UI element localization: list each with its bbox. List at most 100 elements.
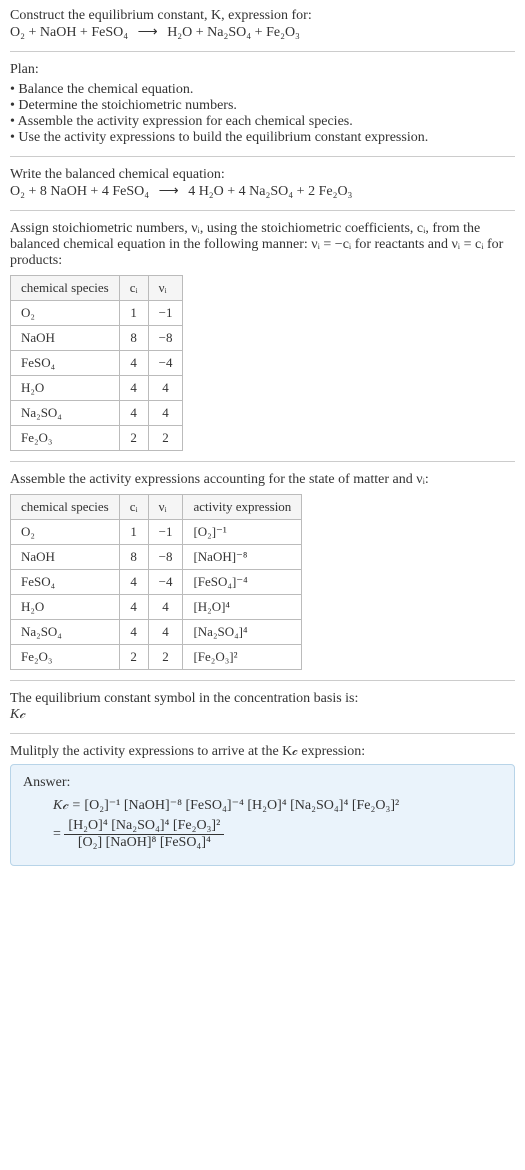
- plan-item: Determine the stoichiometric numbers.: [10, 98, 515, 114]
- table-cell: 4: [148, 376, 183, 401]
- balanced-equation: O₂ + 8 NaOH + 4 FeSO₄ ⟶ 4 H₂O + 4 Na₂SO₄…: [10, 183, 515, 200]
- bal-lhs: O₂ + 8 NaOH + 4 FeSO₄: [10, 184, 149, 199]
- table-cell: Fe₂O₃: [11, 645, 120, 670]
- table-cell: 2: [148, 645, 183, 670]
- table-cell: −1: [148, 301, 183, 326]
- multiply-text: Mulitply the activity expressions to arr…: [10, 744, 515, 760]
- table-header: cᵢ: [119, 495, 148, 520]
- answer-frac-line: = [H₂O]⁴ [Na₂SO₄]⁴ [Fe₂O₃]² [O₂] [NaOH]⁸…: [23, 818, 502, 851]
- table-row: Na₂SO₄44[Na₂SO₄]⁴: [11, 620, 302, 645]
- kc-denominator: [O₂] [NaOH]⁸ [FeSO₄]⁴: [64, 835, 224, 851]
- table-cell: H₂O: [11, 376, 120, 401]
- table-cell: 8: [119, 326, 148, 351]
- table-header: νᵢ: [148, 276, 183, 301]
- table-row: NaOH8−8[NaOH]⁻⁸: [11, 545, 302, 570]
- table-cell: [Na₂SO₄]⁴: [183, 620, 302, 645]
- answer-label: Answer:: [23, 775, 502, 791]
- table-row: Fe₂O₃22[Fe₂O₃]²: [11, 645, 302, 670]
- table-cell: 4: [119, 401, 148, 426]
- symbol-line1: The equilibrium constant symbol in the c…: [10, 691, 515, 707]
- plan-item: Assemble the activity expression for eac…: [10, 114, 515, 130]
- table-cell: 4: [119, 351, 148, 376]
- intro-text: Construct the equilibrium constant, K, e…: [10, 8, 515, 24]
- table-cell: Na₂SO₄: [11, 401, 120, 426]
- eq-lhs: O₂ + NaOH + FeSO₄: [10, 25, 128, 40]
- balanced-title: Write the balanced chemical equation:: [10, 167, 515, 183]
- symbol-kc: K𝒸: [10, 707, 515, 723]
- table-cell: −8: [148, 545, 183, 570]
- table-cell: 4: [148, 595, 183, 620]
- table-cell: FeSO₄: [11, 351, 120, 376]
- table-row: FeSO₄4−4: [11, 351, 183, 376]
- table-cell: 8: [119, 545, 148, 570]
- table-row: NaOH8−8: [11, 326, 183, 351]
- answer-flat-line: K𝒸 = [O₂]⁻¹ [NaOH]⁻⁸ [FeSO₄]⁻⁴ [H₂O]⁴ [N…: [23, 797, 502, 814]
- table-cell: 1: [119, 520, 148, 545]
- reaction-arrow: ⟶: [153, 184, 185, 199]
- table-cell: Fe₂O₃: [11, 426, 120, 451]
- table-cell: O₂: [11, 301, 120, 326]
- table-cell: 2: [119, 426, 148, 451]
- table-cell: 4: [148, 401, 183, 426]
- plan-section: Plan: Balance the chemical equation.Dete…: [10, 62, 515, 157]
- eq-sign: =: [53, 827, 64, 842]
- kc-flat: [O₂]⁻¹ [NaOH]⁻⁸ [FeSO₄]⁻⁴ [H₂O]⁴ [Na₂SO₄…: [84, 798, 399, 813]
- table-row: H₂O44: [11, 376, 183, 401]
- table-row: FeSO₄4−4[FeSO₄]⁻⁴: [11, 570, 302, 595]
- table-row: Fe₂O₃22: [11, 426, 183, 451]
- table-cell: 4: [119, 595, 148, 620]
- table-row: H₂O44[H₂O]⁴: [11, 595, 302, 620]
- table-header: activity expression: [183, 495, 302, 520]
- kc-numerator: [H₂O]⁴ [Na₂SO₄]⁴ [Fe₂O₃]²: [64, 818, 224, 835]
- table-cell: [H₂O]⁴: [183, 595, 302, 620]
- table-header: cᵢ: [119, 276, 148, 301]
- table-row: O₂1−1[O₂]⁻¹: [11, 520, 302, 545]
- table-header: chemical species: [11, 495, 120, 520]
- unbalanced-equation: O₂ + NaOH + FeSO₄ ⟶ H₂O + Na₂SO₄ + Fe₂O₃: [10, 24, 515, 41]
- kc-lhs: K𝒸 =: [53, 798, 84, 813]
- plan-list: Balance the chemical equation.Determine …: [10, 82, 515, 146]
- table-header: νᵢ: [148, 495, 183, 520]
- table-cell: [NaOH]⁻⁸: [183, 545, 302, 570]
- table-cell: 2: [119, 645, 148, 670]
- balanced-section: Write the balanced chemical equation: O₂…: [10, 167, 515, 211]
- eq-rhs: H₂O + Na₂SO₄ + Fe₂O₃: [167, 25, 300, 40]
- answer-box: Answer: K𝒸 = [O₂]⁻¹ [NaOH]⁻⁸ [FeSO₄]⁻⁴ […: [10, 764, 515, 866]
- stoich-text: Assign stoichiometric numbers, νᵢ, using…: [10, 221, 515, 269]
- activity-text: Assemble the activity expressions accoun…: [10, 472, 515, 488]
- table-cell: Na₂SO₄: [11, 620, 120, 645]
- plan-item: Balance the chemical equation.: [10, 82, 515, 98]
- table-cell: −8: [148, 326, 183, 351]
- table-cell: [O₂]⁻¹: [183, 520, 302, 545]
- symbol-section: The equilibrium constant symbol in the c…: [10, 691, 515, 734]
- table-cell: [FeSO₄]⁻⁴: [183, 570, 302, 595]
- activity-section: Assemble the activity expressions accoun…: [10, 472, 515, 681]
- multiply-section: Mulitply the activity expressions to arr…: [10, 744, 515, 876]
- table-cell: 2: [148, 426, 183, 451]
- table-row: O₂1−1: [11, 301, 183, 326]
- table-cell: 4: [148, 620, 183, 645]
- table-cell: NaOH: [11, 545, 120, 570]
- table-cell: NaOH: [11, 326, 120, 351]
- table-cell: 1: [119, 301, 148, 326]
- table-row: Na₂SO₄44: [11, 401, 183, 426]
- intro-section: Construct the equilibrium constant, K, e…: [10, 8, 515, 52]
- stoich-section: Assign stoichiometric numbers, νᵢ, using…: [10, 221, 515, 462]
- bal-rhs: 4 H₂O + 4 Na₂SO₄ + 2 Fe₂O₃: [188, 184, 352, 199]
- reaction-arrow: ⟶: [132, 25, 164, 40]
- table-cell: H₂O: [11, 595, 120, 620]
- activity-table: chemical speciescᵢνᵢactivity expression …: [10, 494, 302, 670]
- table-cell: O₂: [11, 520, 120, 545]
- kc-fraction: [H₂O]⁴ [Na₂SO₄]⁴ [Fe₂O₃]² [O₂] [NaOH]⁸ […: [64, 818, 224, 851]
- table-cell: FeSO₄: [11, 570, 120, 595]
- stoich-table: chemical speciescᵢνᵢ O₂1−1NaOH8−8FeSO₄4−…: [10, 275, 183, 451]
- plan-item: Use the activity expressions to build th…: [10, 130, 515, 146]
- table-cell: 4: [119, 376, 148, 401]
- table-cell: −1: [148, 520, 183, 545]
- plan-title: Plan:: [10, 62, 515, 78]
- table-header: chemical species: [11, 276, 120, 301]
- table-cell: −4: [148, 570, 183, 595]
- table-cell: −4: [148, 351, 183, 376]
- table-cell: [Fe₂O₃]²: [183, 645, 302, 670]
- table-cell: 4: [119, 570, 148, 595]
